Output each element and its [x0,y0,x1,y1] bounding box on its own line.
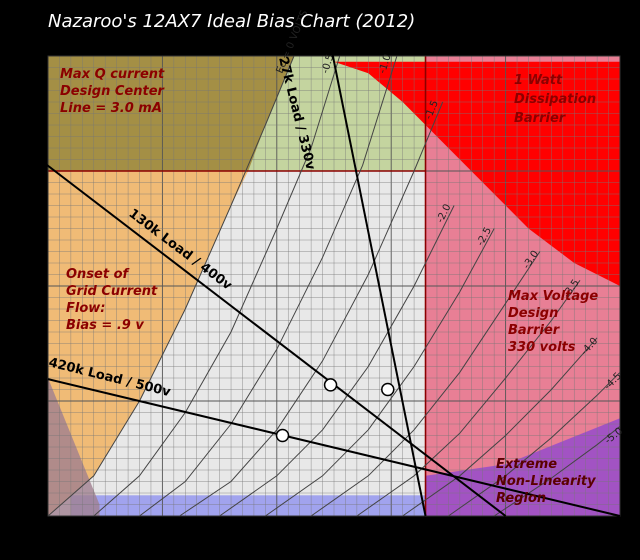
label-max-voltage-line-2: Design [508,306,558,321]
label-grid-line-3: Flow: [66,301,105,316]
operating-point-1 [381,382,395,397]
bias-curve-0 [47,55,295,517]
x-tick-label: 400 [495,521,516,534]
bias-curve-7 [356,280,581,517]
label-max-voltage-line-1: Max Voltage [508,289,598,304]
label-max-q: Max Q current Design Center Line = 3.0 m… [60,67,166,116]
label-dissipation-line-1: 1 Watt [514,73,563,88]
label-dissipation: 1 Watt Dissipation Barrier [514,73,596,126]
load-line-2 [47,378,621,517]
bias-curve-5 [265,228,495,517]
bias-curve-9 [448,371,621,517]
operating-point-2 [275,428,290,443]
y-tick-label: 1.0 [27,395,45,408]
x-tick-label: 100 [152,521,173,534]
load-line-1 [1,129,507,517]
y-tick-label: 2.0 [27,280,45,293]
y-axis-label: CURRENT IN MILLIAMPERES [12,160,23,321]
label-max-voltage: Max Voltage Design Barrier 330 volts [508,289,598,355]
label-max-q-line-1: Max Q current [60,67,165,82]
label-grid-line-2: Grid Current [66,284,158,299]
bias-curve-8 [402,337,598,517]
plot-border [47,55,621,517]
bias-curve-3 [179,101,444,517]
bias-curve-2 [139,55,398,517]
label-max-voltage-line-4: 330 volts [508,340,576,355]
x-axis-label: PLATE VOLTAGE [289,541,380,552]
label-dissipation-line-3: Barrier [514,111,567,126]
bias-curve-6 [310,251,541,517]
label-grid-current: Onset of Grid Current Flow: Bias = .9 v [66,267,158,333]
bias-curve-4 [219,205,455,517]
bias-curve-1 [93,55,341,517]
label-grid-line-1: Onset of [66,267,131,282]
x-tick-label: 500 [610,521,631,534]
label-max-voltage-line-3: Barrier [508,323,561,338]
label-max-q-line-3: Line = 3.0 mA [60,101,162,116]
operating-point-0 [323,378,338,392]
y-tick-label: 3.0 [27,165,45,178]
label-nonlinearity-line-3: Region [496,491,546,506]
load-line-0 [329,44,427,517]
label-grid-line-4: Bias = .9 v [66,318,144,333]
chart-title: Nazaroo's 12AX7 Ideal Bias Chart (2012) [48,11,415,32]
label-nonlinearity: Extreme Non-Linearity Region [496,457,596,506]
x-tick-label: 0 [45,521,52,534]
label-nonlinearity-line-1: Extreme [496,457,557,472]
x-tick-label: 300 [381,521,402,534]
label-nonlinearity-line-2: Non-Linearity [496,474,596,489]
bias-curve-10 [493,425,621,517]
label-dissipation-line-2: Dissipation [514,92,596,107]
region-dissipation [334,61,620,286]
x-tick-label: 200 [266,521,287,534]
y-tick-label: 4.0 [27,50,45,63]
label-max-q-line-2: Design Center [60,84,166,99]
